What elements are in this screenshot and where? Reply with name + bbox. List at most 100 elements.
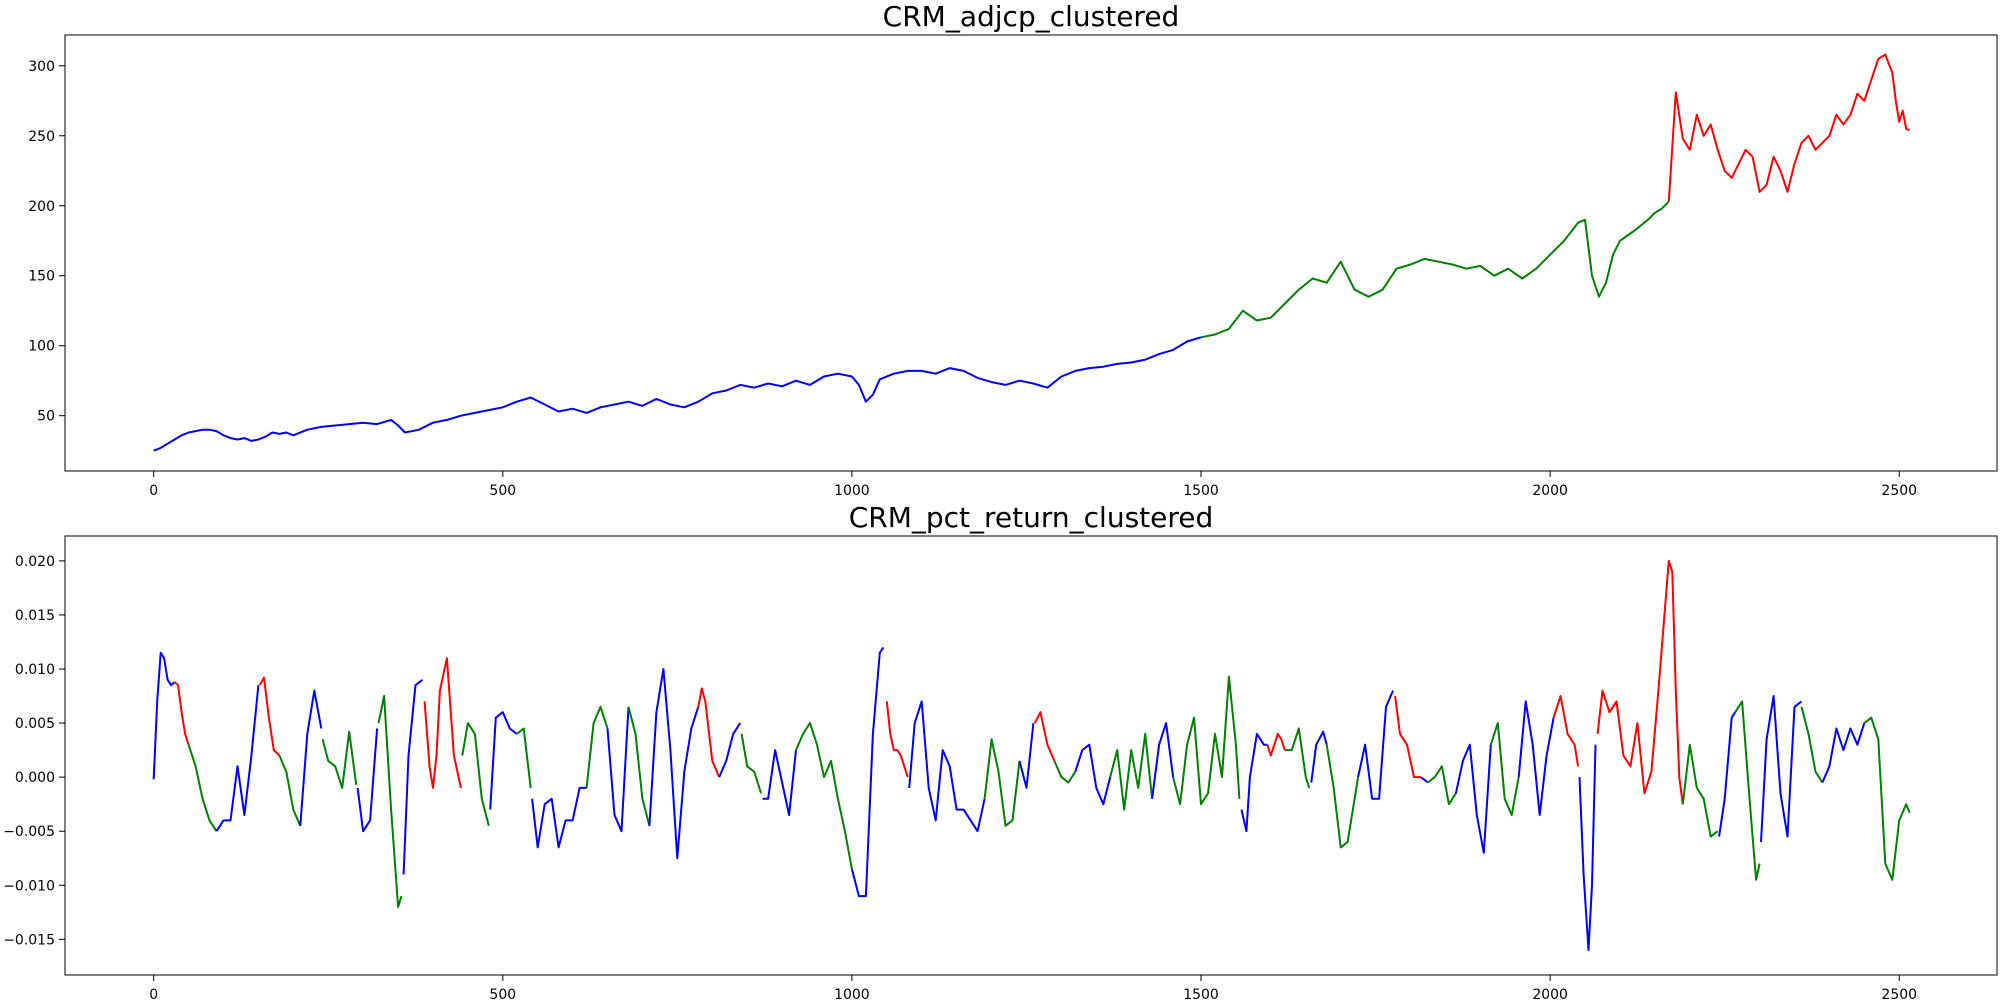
return-chart-segment-blue	[1018, 722, 1035, 789]
price-chart-x-tick-label: 1500	[1183, 483, 1219, 499]
return-chart-segment-green	[1172, 675, 1241, 806]
return-chart-segment-blue	[648, 668, 700, 860]
return-chart-segment-red	[1552, 695, 1580, 767]
return-chart-segment-blue	[1821, 722, 1866, 783]
price-chart-x-tick-label: 500	[489, 483, 516, 499]
return-chart-segment-blue	[606, 706, 630, 833]
return-chart-segment-blue	[1357, 690, 1394, 800]
price-chart-x-tick-label: 0	[149, 483, 158, 499]
return-chart-segment-blue	[531, 786, 587, 849]
return-chart-segment-blue	[1420, 776, 1429, 784]
price-chart-segment-blue	[153, 336, 1202, 452]
return-chart-x-tick-label: 2000	[1532, 987, 1568, 1000]
return-chart-segment-green	[377, 695, 403, 908]
price-chart-segment-green	[1200, 200, 1670, 339]
return-chart-segment-blue	[489, 711, 518, 810]
return-chart-segment-green	[627, 706, 651, 827]
return-chart-y-tick-label: 0.020	[15, 554, 55, 570]
return-chart-x-tick-label: 0	[149, 987, 158, 1000]
return-chart-segment-green	[1053, 760, 1077, 784]
return-chart-segment-green	[1284, 727, 1311, 789]
price-chart-series	[153, 53, 1911, 452]
return-chart-segment-red	[1266, 732, 1286, 757]
return-chart-segment-green	[1734, 700, 1761, 881]
return-chart-x-tick-label: 1500	[1183, 987, 1219, 1000]
return-chart-segment-blue	[299, 689, 323, 826]
return-chart-segment-blue	[908, 700, 986, 833]
return-chart-y-tick-label: 0.005	[15, 716, 55, 732]
return-chart: CRM_pct_return_clustered 0 500 1000 1500 200…	[3, 501, 1998, 1000]
return-chart-segment-red	[1033, 711, 1056, 762]
return-chart-y-tick-label: 0.015	[15, 608, 55, 624]
return-chart-segment-blue	[850, 646, 885, 898]
return-chart-segment-green	[1489, 722, 1520, 816]
price-chart-y-tick-label: 50	[37, 409, 55, 425]
return-chart-segment-green	[461, 722, 490, 827]
return-chart-segment-green	[795, 722, 853, 870]
price-chart-y-tick-label: 200	[28, 199, 55, 215]
return-chart-segment-green	[1109, 732, 1154, 811]
return-chart-segment-green	[1325, 744, 1360, 849]
return-chart-segment-blue	[762, 749, 797, 816]
return-chart-segment-blue	[1151, 722, 1175, 799]
return-chart-y-tick-label: −0.005	[3, 824, 55, 840]
price-chart-y-tick-label: 300	[28, 59, 55, 75]
return-chart-segment-blue	[356, 728, 379, 833]
return-chart-segment-blue	[152, 651, 176, 780]
return-chart-x-tick-label: 500	[489, 987, 516, 1000]
price-chart-x-tick-label: 2500	[1881, 483, 1917, 499]
return-chart-y-tick-label: −0.015	[3, 932, 55, 948]
price-chart-x-tick-label: 1000	[834, 483, 870, 499]
price-chart-title: CRM_adjcp_clustered	[883, 0, 1180, 33]
return-chart-segment-blue	[1517, 700, 1555, 816]
return-chart-y-axis: −0.015 −0.010 −0.005 0.000 0.005 0.010 0.015 0.…	[3, 554, 65, 948]
return-chart-segment-green	[1427, 765, 1457, 806]
return-chart-plot-frame	[64, 535, 1998, 976]
return-chart-y-tick-label: −0.010	[3, 878, 55, 894]
price-chart-x-axis: 0 500 1000 1500 2000 2500	[149, 471, 1917, 499]
return-chart-segment-green	[278, 755, 302, 827]
return-chart-segment-red	[1596, 559, 1684, 805]
return-chart-segment-green	[983, 738, 1021, 827]
return-chart-segment-blue	[1718, 711, 1737, 837]
return-chart-y-tick-label: 0.000	[15, 770, 55, 786]
return-chart-segment-green	[1681, 743, 1719, 838]
return-chart-segment-red	[423, 657, 462, 789]
return-chart-segment-blue	[1454, 743, 1492, 854]
return-chart-segment-red	[173, 681, 190, 746]
return-chart-title: CRM_pct_return_clustered	[849, 501, 1214, 534]
price-chart-x-tick-label: 2000	[1532, 483, 1568, 499]
return-chart-series	[152, 559, 1911, 952]
return-chart-segment-green	[740, 733, 763, 794]
return-chart-segment-green	[187, 744, 218, 832]
return-chart-segment-green	[1863, 716, 1911, 881]
return-chart-segment-red	[1394, 695, 1421, 779]
price-chart-y-tick-label: 100	[28, 339, 55, 355]
return-chart-segment-blue	[402, 679, 424, 875]
price-chart-segment-red	[1667, 53, 1911, 202]
return-chart-segment-red	[697, 687, 721, 778]
return-chart-segment-red	[258, 676, 281, 757]
return-chart-segment-blue	[718, 722, 742, 778]
return-chart-segment-green	[585, 705, 609, 789]
price-chart-y-tick-label: 150	[28, 269, 55, 285]
return-chart-segment-green	[321, 730, 358, 789]
return-chart-segment-blue	[1310, 730, 1328, 783]
return-chart-segment-blue	[1240, 732, 1268, 833]
return-chart-segment-green	[516, 727, 532, 789]
return-chart-y-tick-label: 0.010	[15, 662, 55, 678]
return-chart-segment-blue	[215, 685, 260, 832]
return-chart-x-axis: 0 500 1000 1500 2000 2500	[149, 975, 1917, 1000]
price-chart: CRM_adjcp_clustered 0 500 1000 1500 2000 2500…	[28, 0, 1998, 499]
return-chart-x-tick-label: 1000	[834, 987, 870, 1000]
return-chart-segment-red	[885, 701, 909, 778]
return-chart-segment-blue	[1760, 695, 1803, 843]
return-chart-x-tick-label: 2500	[1881, 987, 1917, 1000]
price-chart-y-tick-label: 250	[28, 129, 55, 145]
return-chart-segment-green	[1800, 706, 1824, 784]
return-chart-segment-blue	[1074, 743, 1112, 806]
return-chart-segment-blue	[1578, 744, 1597, 952]
price-chart-plot-frame	[64, 34, 1998, 472]
price-chart-y-axis: 50 100 150 200 250 300	[28, 59, 65, 425]
